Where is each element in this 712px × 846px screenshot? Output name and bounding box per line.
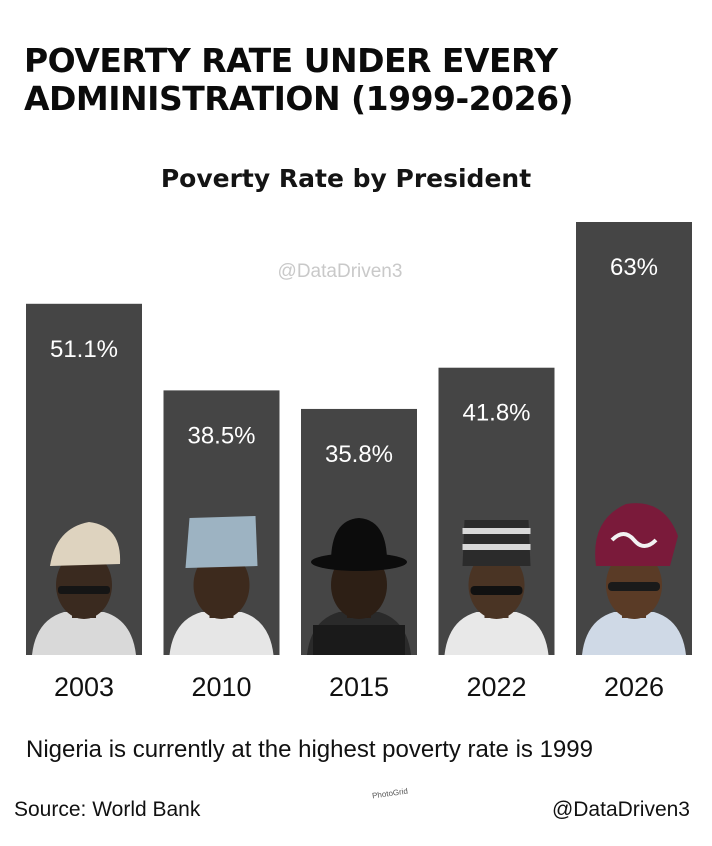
author-handle: @DataDriven3 [551, 798, 690, 821]
x-tick-label: 2003 [54, 672, 114, 702]
x-tick-label: 2010 [191, 672, 251, 702]
x-tick-label: 2015 [329, 672, 389, 702]
bar-value-label: 41.8% [462, 400, 530, 427]
source-credit: Source: World Bank [14, 798, 201, 821]
chart-note: Nigeria is currently at the highest pove… [26, 736, 593, 763]
page-title: POVERTY RATE UNDER EVERY ADMINISTRATION … [24, 42, 694, 118]
bar-value-label: 38.5% [187, 422, 255, 449]
president-portrait [32, 522, 136, 655]
x-tick-label: 2022 [466, 672, 526, 702]
chart-title: Poverty Rate by President [161, 164, 531, 193]
title-line-1: POVERTY RATE UNDER EVERY [24, 41, 558, 80]
president-portrait [307, 518, 411, 655]
bar-value-label: 35.8% [325, 441, 393, 468]
president-portrait [169, 516, 274, 655]
president-portrait [444, 520, 549, 655]
bar-value-label: 63% [610, 254, 658, 281]
title-line-2: ADMINISTRATION (1999-2026) [24, 79, 574, 118]
chart-watermark: @DataDriven3 [278, 261, 403, 282]
bars-group: 51.1% 2003 38.5% 2010 35.8% 2015 41.8% 2022 63% 2… [26, 222, 692, 702]
president-portrait [582, 503, 686, 655]
bar-value-label: 51.1% [50, 336, 118, 363]
x-tick-label: 2026 [604, 672, 664, 702]
